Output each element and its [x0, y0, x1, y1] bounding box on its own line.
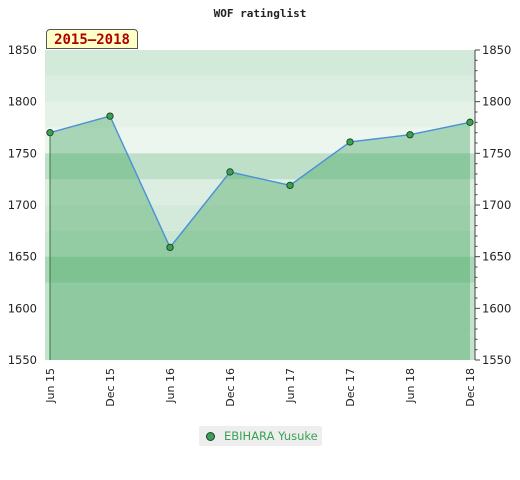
- background-band: [45, 153, 475, 180]
- data-point: [166, 243, 174, 252]
- y-tick-label-left: 1750: [8, 146, 37, 160]
- background-band: [45, 153, 475, 180]
- background-band: [45, 179, 475, 205]
- y-tick-label-left: 1600: [8, 301, 37, 315]
- background-band: [45, 50, 475, 76]
- background-band: [45, 230, 475, 257]
- legend[interactable]: EBIHARA Yusuke: [199, 426, 322, 446]
- data-point: [466, 118, 474, 126]
- x-tick-label: Dec 15: [104, 368, 117, 407]
- x-tick-label: Jun 15: [44, 368, 57, 404]
- y-tick-label-right: 1700: [482, 198, 511, 212]
- background-band: [45, 334, 475, 360]
- y-tick-label-left: 1700: [8, 198, 37, 212]
- background-band: [45, 256, 475, 283]
- y-tick-label-left: 1850: [8, 43, 37, 57]
- background-band: [45, 308, 475, 335]
- background-band: [45, 282, 475, 309]
- y-tick-label-right: 1800: [482, 95, 511, 109]
- data-point: [406, 131, 414, 139]
- series-points: [46, 112, 474, 252]
- y-tick-label-right: 1650: [482, 250, 511, 264]
- y-tick-label-right: 1850: [482, 43, 511, 57]
- legend-label: EBIHARA Yusuke: [224, 429, 318, 443]
- background-bands: [45, 50, 475, 360]
- x-axis-ticks: Jun 15 Dec 15 Jun 16 Dec 16 Jun 17 Dec 17 Jun …: [44, 368, 477, 407]
- period-badge: 2015–2018: [46, 29, 138, 49]
- y-tick-label-left: 1800: [8, 95, 37, 109]
- data-point: [226, 168, 234, 176]
- background-band: [45, 101, 475, 128]
- y-tick-label-left: 1550: [8, 353, 37, 367]
- chart-title: WOF ratinglist: [214, 7, 307, 20]
- background-band: [45, 75, 475, 102]
- background-band: [45, 205, 475, 231]
- x-tick-label: Dec 17: [344, 368, 357, 407]
- y-axis-ticks: 1550 1550 1600 1600 1650 1650 1700 1700 1750 1750…: [8, 43, 512, 367]
- background-band: [45, 256, 475, 283]
- legend-marker-icon: [206, 431, 215, 441]
- data-point: [286, 181, 294, 190]
- data-point: [346, 138, 354, 146]
- y-tick-label-right: 1600: [482, 301, 511, 315]
- series-line: [49, 115, 471, 249]
- x-tick-label: Jun 18: [404, 368, 417, 404]
- x-tick-label: Jun 16: [164, 368, 177, 404]
- y-tick-label-right: 1750: [482, 146, 511, 160]
- y-tick-label-right: 1550: [482, 353, 511, 367]
- data-point: [106, 112, 114, 120]
- y-tick-label-left: 1650: [8, 250, 37, 264]
- x-tick-label: Jun 17: [284, 368, 297, 404]
- data-point: [46, 129, 54, 137]
- x-tick-label: Dec 16: [224, 368, 237, 407]
- series-area: [50, 116, 470, 360]
- x-tick-label: Dec 18: [464, 368, 477, 407]
